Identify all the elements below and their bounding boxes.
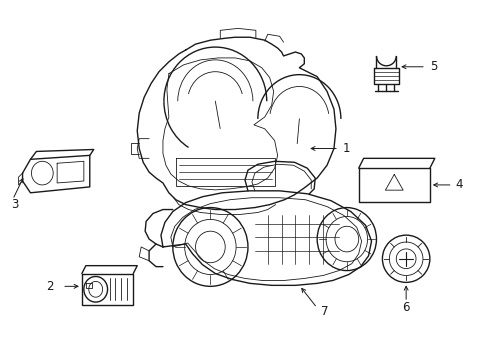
Text: 4: 4 — [455, 179, 462, 192]
Text: 3: 3 — [11, 198, 18, 211]
Text: 6: 6 — [402, 301, 409, 315]
Text: 2: 2 — [46, 280, 54, 293]
Text: 7: 7 — [321, 305, 328, 319]
Text: 1: 1 — [342, 142, 350, 155]
Text: 5: 5 — [429, 60, 436, 73]
